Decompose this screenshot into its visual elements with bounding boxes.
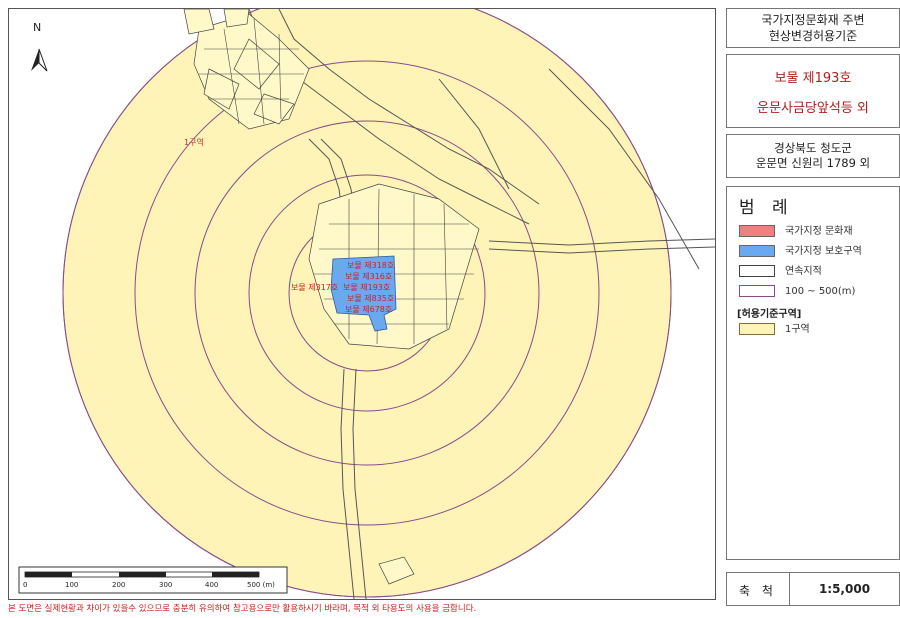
north-arrow-icon: [31, 48, 48, 72]
heritage-label-2: 보물 제316호: [345, 272, 392, 281]
scale-tick-400: 400: [205, 581, 218, 589]
buffer-ring-500m: [62, 9, 672, 598]
scale-tick-300: 300: [159, 581, 172, 589]
buffer-ring-300m: [194, 120, 540, 466]
heritage-label-5: 보물 제835호: [347, 294, 394, 303]
location-box: 경상북도 청도군 운문면 신원리 1789 외: [726, 134, 900, 178]
legend-box: 범 례 국가지정 문화재 국가지정 보호구역 연속지적 100 ~ 500(m)…: [726, 186, 900, 560]
north-label: N: [33, 21, 41, 34]
river-bank-2: [278, 9, 540, 205]
heritage-label-1: 보물 제318호: [347, 261, 394, 270]
road-main-1: [340, 368, 355, 599]
protection-zone: [330, 255, 397, 332]
legend-swatch: [739, 285, 775, 297]
legend-subtitle: [허용기준구역]: [737, 309, 802, 320]
bottom-parcel: [378, 556, 415, 585]
legend-swatch: [739, 245, 775, 257]
legend-item-label: 1구역: [785, 324, 810, 335]
legend-title: 범 례: [739, 198, 794, 218]
buffer-ring-200m: [248, 174, 486, 412]
location-line-1: 경상북도 청도군: [774, 141, 852, 155]
parcel-line-a: [548, 68, 700, 270]
legend-swatch: [739, 265, 775, 277]
heritage-label-3: 보물 제317호: [291, 283, 338, 292]
scale-tick-200: 200: [112, 581, 125, 589]
scale-tick-500: 500 (m): [247, 581, 275, 589]
heritage-labels: 보물 제318호 보물 제316호 보물 제317호 보물 제193호 보물 제…: [291, 261, 394, 314]
title-box: 국가지정문화재 주변 현상변경허용기준: [726, 8, 900, 48]
disclaimer-text: 본 도면은 실제현황과 차이가 있을수 있으므로 충분히 유의하여 참고용으로만…: [8, 604, 477, 614]
scale-divider: [789, 573, 790, 605]
legend-swatch: [739, 225, 775, 237]
scale-tick-0: 0: [23, 581, 27, 589]
parcel-line-b: [438, 78, 510, 190]
cadastral-map: N 1구역 보물 제318호 보물 제316호 보물 제317호 보물 제193…: [18, 9, 715, 599]
scale-value: 1:5,000: [818, 582, 871, 596]
legend-item-label: 연속지적: [785, 266, 822, 277]
heritage-title: 보물 제193호: [774, 71, 852, 86]
legend-item-label: 100 ~ 500(m): [785, 286, 856, 297]
road-main-2: [352, 368, 367, 599]
scale-tick-100: 100: [65, 581, 78, 589]
title-line-1: 국가지정문화재 주변: [761, 13, 865, 27]
location-line-2: 운문면 신원리 1789 외: [755, 156, 871, 170]
legend-item-label: 국가지정 문화재: [785, 226, 853, 237]
zone-label: 1구역: [184, 137, 204, 147]
scale-label: 축 척: [739, 584, 777, 598]
buffer-ring-400m: [134, 60, 600, 526]
heritage-name: 운문사금당앞석등 외: [757, 101, 869, 116]
heritage-box: 보물 제193호 운문사금당앞석등 외: [726, 54, 900, 128]
legend-swatch: [739, 323, 775, 335]
village-parcels: [183, 9, 310, 130]
title-line-2: 현상변경허용기준: [768, 29, 858, 43]
legend-item-label: 국가지정 보호구역: [785, 246, 862, 257]
map-view[interactable]: N 1구역 보물 제318호 보물 제316호 보물 제317호 보물 제193…: [8, 8, 716, 600]
heritage-label-6: 보물 제678호: [345, 305, 392, 314]
heritage-label-4: 보물 제193호: [343, 283, 390, 292]
scale-bar: 0 100 200 300 400 500 (m): [18, 566, 288, 594]
road-east-2: [488, 246, 715, 254]
scale-box: 축 척 1:5,000: [726, 572, 900, 606]
